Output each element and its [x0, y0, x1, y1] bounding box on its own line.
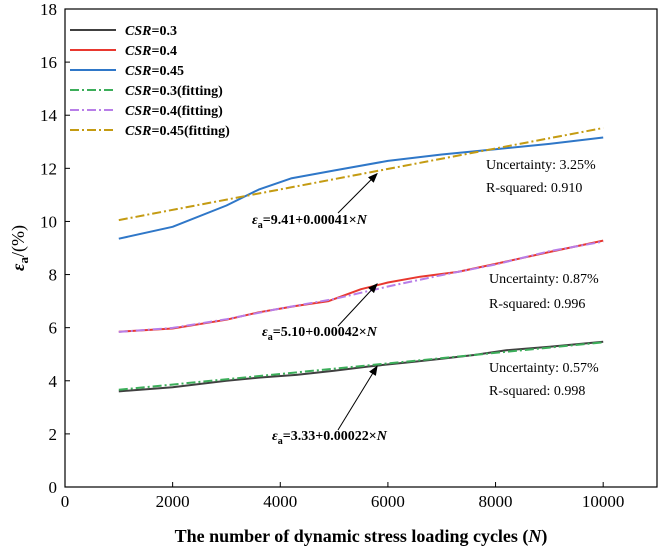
annotation-uncertainty-csr-0.4: Uncertainty: 0.87%: [489, 272, 599, 287]
annotation-rsquared-csr-0.45: R-squared: 0.910: [486, 181, 582, 196]
y-tick-label-18: 18: [40, 0, 57, 19]
series-line-csr-0.3-fitting: [118, 341, 604, 391]
legend-label-csr-0.3-fitting: CSR=0.3(fitting): [125, 84, 223, 99]
x-tick-label-8000: 8000: [479, 492, 513, 511]
annotation-rsquared-csr-0.3: R-squared: 0.998: [489, 384, 585, 399]
series-line-csr-0.4-fitting: [118, 240, 604, 333]
series-line-csr-0.45: [118, 136, 604, 240]
y-tick-label-4: 4: [49, 372, 58, 391]
y-tick-label-0: 0: [49, 478, 58, 497]
equation-csr-0.3: εa=3.33+0.00022×N: [272, 429, 388, 447]
legend-label-csr-0.45-fitting: CSR=0.45(fitting): [125, 124, 230, 139]
y-axis-title: εa/(%): [8, 225, 31, 271]
annotation-arrow-2: [337, 365, 378, 431]
legend-label-csr-0.4-fitting: CSR=0.4(fitting): [125, 104, 223, 119]
series-line-csr-0.45-fitting: [118, 127, 604, 222]
x-tick-label-10000: 10000: [582, 492, 625, 511]
series-line-csr-0.3: [118, 340, 604, 393]
annotation-arrow-1: [337, 283, 378, 327]
y-tick-label-2: 2: [49, 425, 58, 444]
x-tick-label-2000: 2000: [156, 492, 190, 511]
y-tick-label-16: 16: [40, 53, 57, 72]
equation-csr-0.45: εa=9.41+0.00041×N: [252, 213, 368, 231]
annotation-uncertainty-csr-0.3: Uncertainty: 0.57%: [489, 361, 599, 376]
plot-frame: [64, 8, 658, 488]
annotation-arrow-0: [337, 172, 378, 214]
y-tick-label-10: 10: [40, 212, 57, 231]
legend-label-csr-0.3: CSR=0.3: [125, 24, 177, 39]
y-tick-label-6: 6: [49, 319, 58, 338]
y-tick-label-12: 12: [40, 159, 57, 178]
legend-label-csr-0.4: CSR=0.4: [125, 44, 177, 59]
annotation-uncertainty-csr-0.45: Uncertainty: 3.25%: [486, 158, 596, 173]
annotation-rsquared-csr-0.4: R-squared: 0.996: [489, 297, 585, 312]
y-tick-label-8: 8: [49, 266, 58, 285]
legend: CSR=0.3 CSR=0.4 CSR=0.45 CSR=0.3(fitting…: [70, 24, 230, 139]
equation-csr-0.4: εa=5.10+0.00042×N: [262, 325, 378, 343]
y-tick-label-14: 14: [40, 106, 58, 125]
x-tick-label-4000: 4000: [263, 492, 297, 511]
x-tick-label-6000: 6000: [371, 492, 405, 511]
legend-label-csr-0.45: CSR=0.45: [125, 64, 184, 79]
x-tick-label-0: 0: [61, 492, 70, 511]
x-axis-title: The number of dynamic stress loading cyc…: [175, 526, 548, 547]
